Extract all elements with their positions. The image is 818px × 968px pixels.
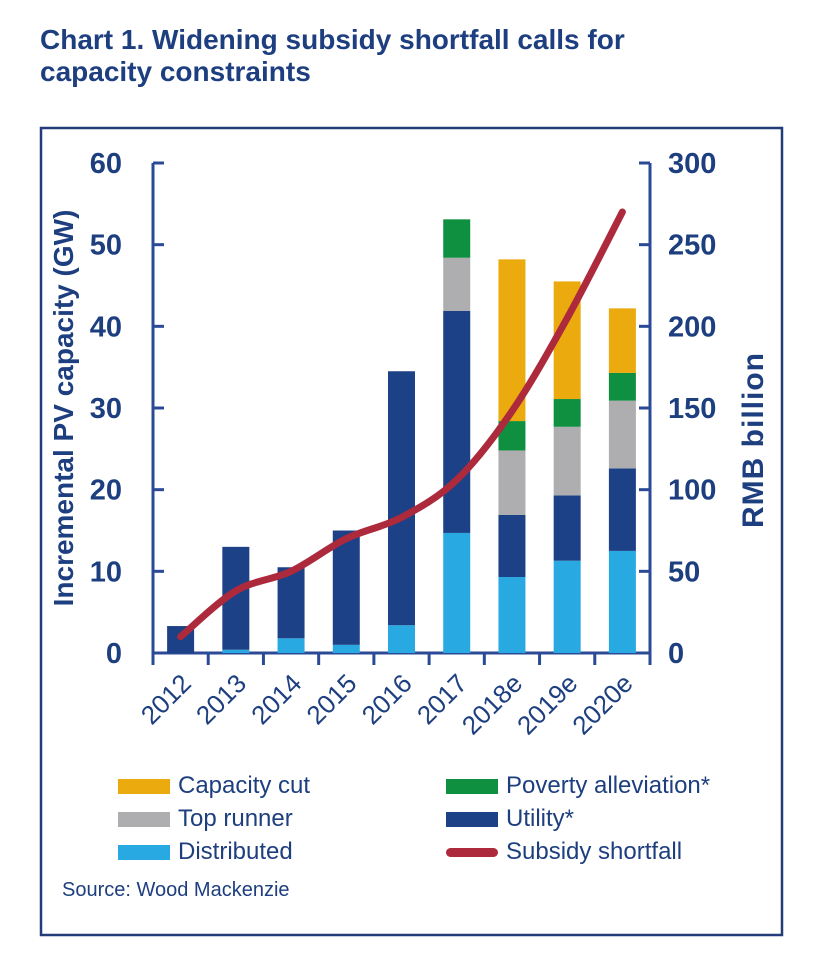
left-axis-tick-label: 50	[90, 230, 122, 262]
bar-segment-poverty	[608, 372, 636, 401]
bar-segment-utility	[388, 371, 415, 626]
source-text: Source: Wood Mackenzie	[62, 879, 290, 901]
chart-title-line1: Chart 1. Widening subsidy shortfall call…	[40, 24, 625, 55]
right-axis-tick-label: 300	[668, 148, 716, 180]
bar-segment-top_runner	[553, 426, 581, 496]
bar-segment-distributed	[498, 577, 526, 653]
bar-segment-distributed	[332, 644, 360, 653]
legend-swatch-top_runner	[118, 812, 170, 827]
legend-line-swatch-line_red	[446, 848, 498, 857]
bar-segment-distributed	[388, 625, 415, 653]
bar-segment-capacity_cut	[608, 308, 636, 373]
left-axis-tick-label: 0	[106, 638, 122, 670]
left-axis-tick-label: 60	[90, 148, 122, 180]
left-axis-tick-label: 10	[90, 556, 122, 588]
bar-segment-distributed	[443, 532, 471, 653]
legend-label: Subsidy shortfall	[506, 838, 682, 865]
right-axis-tick-label: 150	[668, 393, 716, 425]
legend-swatch-capacity_cut	[118, 779, 170, 794]
left-axis-tick-label: 20	[90, 475, 122, 507]
right-axis-tick-label: 100	[668, 475, 716, 507]
bar-segment-utility	[332, 530, 360, 645]
bar-segment-top_runner	[608, 400, 636, 469]
left-axis-title: Incremental PV capacity (GW)	[48, 210, 79, 607]
right-axis-tick-label: 0	[668, 638, 684, 670]
legend-swatch-distributed	[118, 845, 170, 860]
legend-label: Top runner	[178, 805, 293, 832]
chart-title-line2: capacity constraints	[40, 56, 311, 88]
bar-segment-distributed	[553, 560, 581, 653]
right-axis-tick-label: 200	[668, 311, 716, 343]
bar-segment-utility	[608, 468, 636, 551]
legend: Capacity cut Top runner Distributed Poverty…	[118, 772, 710, 865]
chart-title: Chart 1. Widening subsidy shortfall call…	[40, 24, 740, 89]
bar-segment-top_runner	[443, 257, 471, 311]
legend-label: Poverty alleviation*	[506, 772, 710, 799]
bar-segment-utility	[498, 514, 526, 578]
bar-segment-utility	[277, 567, 305, 639]
right-axis-tick-label: 250	[668, 230, 716, 262]
bar-segment-poverty	[553, 399, 581, 427]
right-axis-tick-label: 50	[668, 556, 700, 588]
bar-segment-utility	[443, 310, 471, 533]
subsidy-shortfall-line	[177, 208, 626, 641]
right-axis-title: RMB billion	[737, 352, 770, 528]
bar-segment-distributed	[608, 550, 636, 653]
left-axis-tick-label: 40	[90, 311, 122, 343]
bar-segment-distributed	[277, 638, 305, 653]
legend-label: Capacity cut	[178, 772, 310, 799]
left-axis-tick-label: 30	[90, 393, 122, 425]
bar-segment-distributed	[222, 649, 250, 653]
bar-segment-top_runner	[498, 450, 526, 515]
bar-segment-utility	[553, 495, 581, 561]
legend-label: Utility*	[506, 805, 574, 832]
legend-swatch-poverty	[446, 779, 498, 794]
legend-swatch-utility	[446, 812, 498, 827]
legend-label: Distributed	[178, 838, 293, 865]
bar-segment-poverty	[443, 219, 471, 258]
